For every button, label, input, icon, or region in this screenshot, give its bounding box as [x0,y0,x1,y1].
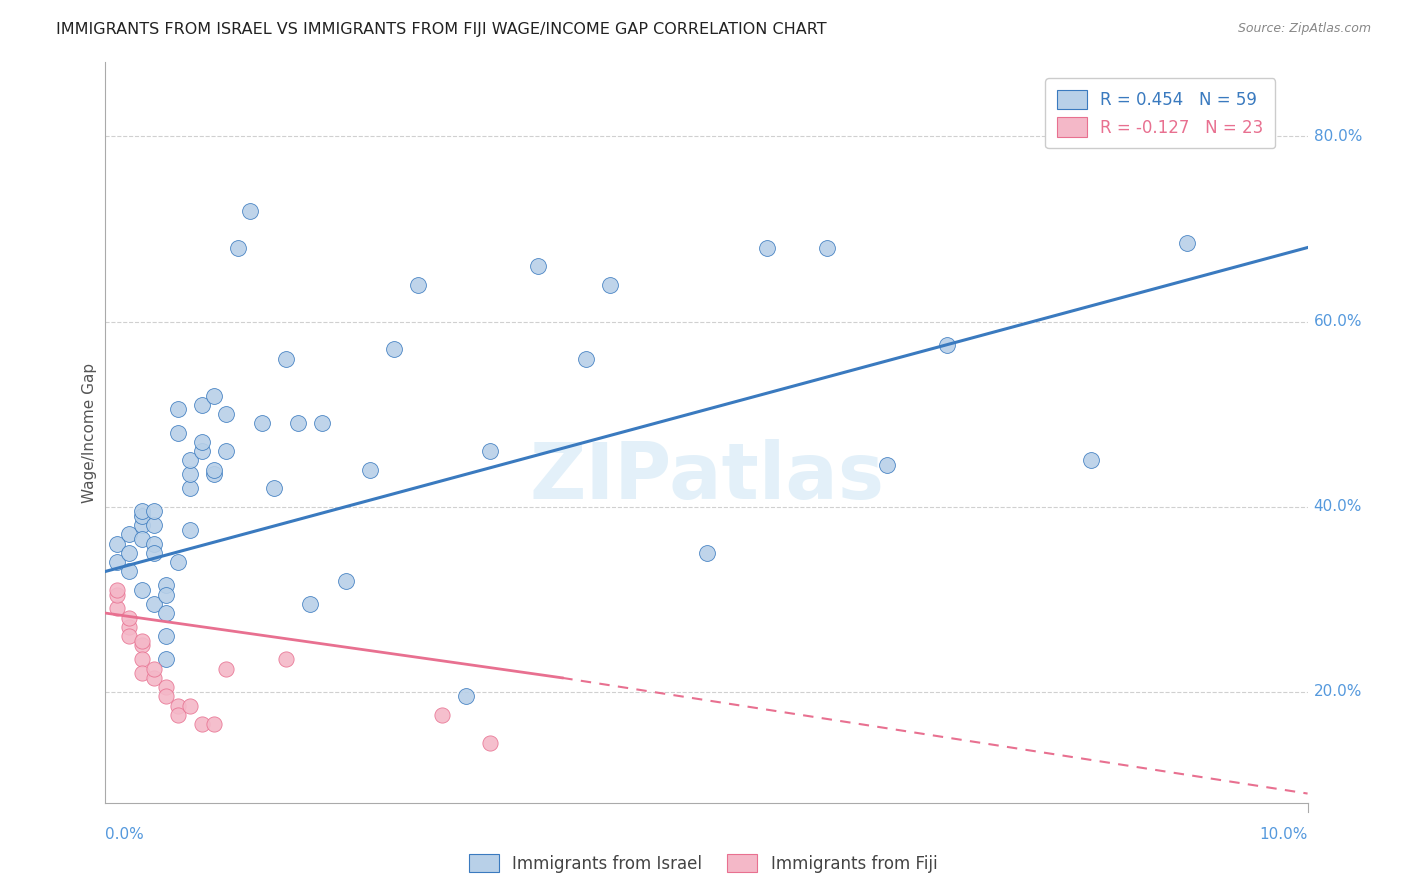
Point [298,597,321,611]
Point [179,523,201,537]
Point [202,462,225,476]
Text: 60.0%: 60.0% [1313,314,1362,329]
Point [190,444,212,458]
Point [142,662,165,676]
Point [142,518,165,533]
Point [179,481,201,495]
Point [118,611,141,625]
Point [527,259,550,273]
Point [1080,453,1102,467]
Point [155,588,177,602]
Point [107,601,129,615]
Point [250,417,273,431]
Point [131,508,153,523]
Point [107,555,129,569]
Point [479,444,502,458]
Point [202,717,225,731]
Point [131,582,153,597]
Point [118,620,141,634]
Legend: Immigrants from Israel, Immigrants from Fiji: Immigrants from Israel, Immigrants from … [463,847,943,880]
Point [142,546,165,560]
Point [142,537,165,551]
Point [166,707,188,722]
Point [190,434,212,449]
Point [179,698,201,713]
Point [696,546,718,560]
Point [1175,235,1198,250]
Point [142,597,165,611]
Point [876,458,898,472]
Point [107,588,129,602]
Text: IMMIGRANTS FROM ISRAEL VS IMMIGRANTS FROM FIJI WAGE/INCOME GAP CORRELATION CHART: IMMIGRANTS FROM ISRAEL VS IMMIGRANTS FRO… [56,22,827,37]
Point [287,417,309,431]
Point [107,582,129,597]
Point [226,241,249,255]
Point [454,690,477,704]
Text: 10.0%: 10.0% [1260,827,1308,841]
Point [335,574,357,588]
Point [166,555,188,569]
Point [166,698,188,713]
Point [118,527,141,541]
Point [155,629,177,643]
Point [755,241,778,255]
Point [131,633,153,648]
Point [599,277,621,292]
Point [107,537,129,551]
Point [166,425,188,440]
Text: 80.0%: 80.0% [1313,129,1362,144]
Point [274,351,297,366]
Point [166,402,188,417]
Point [936,337,959,351]
Point [142,671,165,685]
Text: Source: ZipAtlas.com: Source: ZipAtlas.com [1237,22,1371,36]
Point [131,504,153,518]
Point [155,578,177,592]
Point [214,444,236,458]
Point [118,546,141,560]
Point [311,417,333,431]
Text: 20.0%: 20.0% [1313,684,1362,699]
Point [131,639,153,653]
Point [382,343,405,357]
Point [179,453,201,467]
Point [131,652,153,666]
Point [118,629,141,643]
Point [155,680,177,694]
Point [406,277,429,292]
Point [142,504,165,518]
Legend: R = 0.454   N = 59, R = -0.127   N = 23: R = 0.454 N = 59, R = -0.127 N = 23 [1045,78,1275,148]
Point [118,565,141,579]
Point [214,407,236,421]
Point [131,518,153,533]
Point [179,467,201,482]
Point [479,736,502,750]
Point [359,462,381,476]
Point [155,606,177,620]
Text: 0.0%: 0.0% [105,827,145,841]
Point [131,666,153,681]
Point [239,203,262,218]
Point [263,481,285,495]
Point [815,241,838,255]
Y-axis label: Wage/Income Gap: Wage/Income Gap [82,362,97,503]
Point [155,652,177,666]
Text: ZIPatlas: ZIPatlas [529,439,884,515]
Point [190,398,212,412]
Point [202,467,225,482]
Point [202,389,225,403]
Point [131,532,153,546]
Point [274,652,297,666]
Text: 40.0%: 40.0% [1313,500,1362,514]
Point [155,690,177,704]
Point [214,662,236,676]
Point [190,717,212,731]
Point [430,707,453,722]
Point [575,351,598,366]
